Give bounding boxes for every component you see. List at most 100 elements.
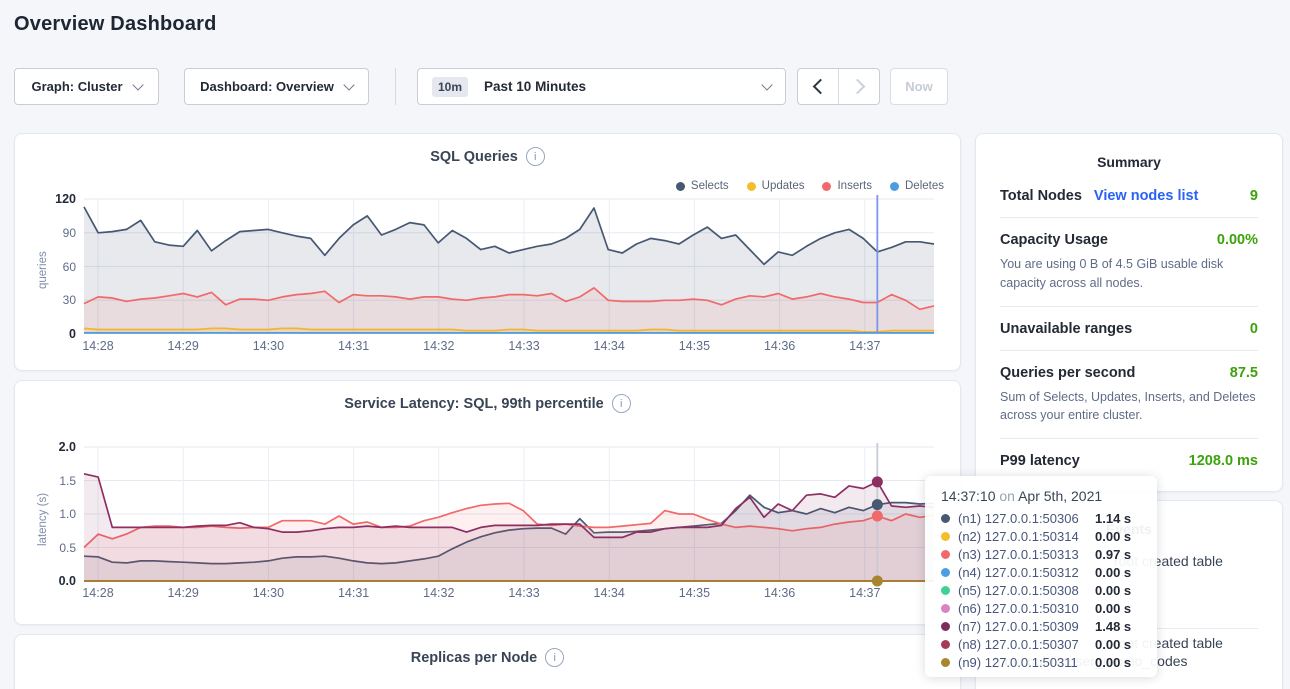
y-tick-label: 1.5 <box>59 473 76 488</box>
summary-row: Queries per second 87.5 Sum of Selects, Up… <box>1000 349 1258 439</box>
chart-title-row: Service Latency: SQL, 99th percentile i <box>15 394 960 413</box>
tooltip-node-label: (n5) 127.0.0.1:50308 <box>958 582 1079 598</box>
x-tick-label: 14:37 <box>849 339 881 353</box>
x-tick-label: 14:28 <box>82 339 114 353</box>
summary-row-header: Queries per second 87.5 <box>1000 365 1258 381</box>
info-icon[interactable]: i <box>611 394 631 413</box>
chart-title-row: SQL Queries i <box>15 147 960 166</box>
x-tick-label: 14:33 <box>508 586 540 600</box>
node-color-dot-icon <box>941 585 950 595</box>
summary-row-header: Capacity Usage 0.00% <box>1000 232 1258 248</box>
summary-row-value: 0.00% <box>1216 232 1258 248</box>
chevron-down-icon <box>761 78 773 91</box>
legend-label: Deletes <box>905 180 944 192</box>
chart-hover-tooltip: 14:37:10 on Apr 5th, 2021 (n1) 127.0.0.1… <box>925 476 1157 677</box>
y-tick-label: 0 <box>69 327 76 341</box>
tooltip-row: (n8) 127.0.0.1:50307 0.00 s <box>941 635 1145 653</box>
tooltip-row: (n7) 127.0.0.1:50309 1.48 s <box>941 617 1145 635</box>
time-range-badge: 10m <box>432 76 469 97</box>
legend-item[interactable]: Updates <box>746 180 804 192</box>
tooltip-node-label: (n1) 127.0.0.1:50306 <box>958 510 1079 526</box>
tooltip-node-value: 0.00 s <box>1095 564 1132 580</box>
tooltip-node-label: (n9) 127.0.0.1:50311 <box>958 654 1078 670</box>
chevron-left-icon <box>812 78 828 95</box>
x-tick-label: 14:32 <box>423 586 455 600</box>
tooltip-node-value: 1.48 s <box>1095 618 1132 634</box>
tooltip-node-label: (n7) 127.0.0.1:50309 <box>958 618 1079 634</box>
summary-row-heading: Unavailable ranges <box>1000 320 1133 337</box>
y-tick-label: 120 <box>55 192 76 206</box>
y-tick-label: 0.5 <box>59 540 76 555</box>
tooltip-node-value: 0.00 s <box>1095 600 1132 616</box>
graph-dropdown[interactable]: Graph: Cluster <box>14 68 159 105</box>
x-tick-label: 14:36 <box>763 339 796 353</box>
tooltip-row: (n9) 127.0.0.1:50311 0.00 s <box>941 653 1145 671</box>
x-tick-label: 14:33 <box>508 339 540 353</box>
y-tick-label: 90 <box>62 225 76 240</box>
dashboard-dropdown[interactable]: Dashboard: Overview <box>184 68 369 105</box>
tooltip-row: (n6) 127.0.0.1:50310 0.00 s <box>941 599 1145 617</box>
x-tick-label: 14:36 <box>763 586 796 600</box>
x-tick-label: 14:34 <box>593 339 625 353</box>
sql-queries-plot[interactable] <box>15 134 962 372</box>
time-step-buttons <box>797 68 880 105</box>
time-next-button[interactable] <box>838 69 879 104</box>
legend-label: Selects <box>690 180 729 192</box>
legend-item[interactable]: Inserts <box>822 180 872 192</box>
summary-row-value: 87.5 <box>1229 364 1258 381</box>
tooltip-node-value: 0.00 s <box>1095 582 1132 598</box>
legend-label: Inserts <box>837 180 872 192</box>
legend-item[interactable]: Selects <box>675 180 729 192</box>
legend-item[interactable]: Deletes <box>890 180 944 192</box>
chart-legend: Selects Updates Inserts Deletes <box>675 180 944 192</box>
replicas-per-node-chart-card: Replicas per Node i <box>14 634 961 689</box>
tooltip-node-label: (n3) 127.0.0.1:50313 <box>958 546 1079 562</box>
summary-row-header: Total Nodes View nodes list 9 <box>1000 188 1258 204</box>
chart-title-row: Replicas per Node i <box>15 648 960 667</box>
summary-row: Capacity Usage 0.00% You are using 0 B of … <box>1000 217 1258 306</box>
tooltip-node-value: 0.00 s <box>1095 654 1132 670</box>
x-tick-label: 14:30 <box>252 339 285 353</box>
info-icon[interactable]: i <box>525 147 545 166</box>
summary-rows: Total Nodes View nodes list 9 Capacity Usag… <box>976 174 1282 482</box>
x-tick-label: 14:34 <box>593 586 625 600</box>
x-tick-label: 14:35 <box>678 339 711 353</box>
tooltip-node-label: (n8) 127.0.0.1:50307 <box>958 636 1079 652</box>
tooltip-node-value: 0.00 s <box>1095 636 1132 652</box>
service-latency-plot[interactable] <box>15 381 962 626</box>
node-color-dot-icon <box>941 639 950 649</box>
node-color-dot-icon <box>941 657 950 667</box>
tooltip-rows: (n1) 127.0.0.1:50306 1.14 s (n2) 127.0.0.1… <box>941 509 1145 671</box>
tooltip-row: (n1) 127.0.0.1:50306 1.14 s <box>941 509 1145 527</box>
chevron-down-icon <box>131 78 144 91</box>
info-icon[interactable]: i <box>545 648 565 667</box>
time-range-dropdown[interactable]: 10m Past 10 Minutes <box>417 68 786 105</box>
controls-divider <box>395 68 396 105</box>
tooltip-node-label: (n2) 127.0.0.1:50314 <box>958 528 1079 544</box>
now-button[interactable]: Now <box>890 68 948 105</box>
view-nodes-list-link[interactable]: View nodes list <box>1093 188 1199 204</box>
tooltip-row: (n5) 127.0.0.1:50308 0.00 s <box>941 581 1145 599</box>
summary-row-value: 1208.0 ms <box>1188 453 1258 469</box>
tooltip-node-value: 0.00 s <box>1095 528 1132 544</box>
summary-row-value: 9 <box>1249 188 1258 204</box>
tooltip-node-value: 1.14 s <box>1095 510 1132 526</box>
summary-row-heading: Queries per second <box>1000 364 1136 381</box>
y-tick-label: 30 <box>62 293 76 308</box>
summary-title: Summary <box>1097 154 1161 170</box>
legend-dot-icon <box>746 181 756 191</box>
tooltip-row: (n2) 127.0.0.1:50314 0.00 s <box>941 527 1145 545</box>
legend-dot-icon <box>822 181 832 191</box>
chart-title: Replicas per Node <box>410 649 538 666</box>
y-tick-label: 0.0 <box>58 574 76 588</box>
time-prev-button[interactable] <box>798 69 838 104</box>
now-button-label: Now <box>905 79 933 94</box>
graph-dropdown-label: Graph: Cluster <box>31 79 123 94</box>
summary-row-heading: Capacity Usage <box>1000 232 1108 248</box>
sql-queries-chart-card: SQL Queries i Selects Updates Inserts Delet… <box>14 133 961 371</box>
x-tick-label: 14:28 <box>82 586 114 600</box>
summary-row-header: Unavailable ranges 0 <box>1000 321 1258 337</box>
tooltip-node-label: (n6) 127.0.0.1:50310 <box>958 600 1079 616</box>
tooltip-date: Apr 5th, 2021 <box>1018 488 1103 504</box>
